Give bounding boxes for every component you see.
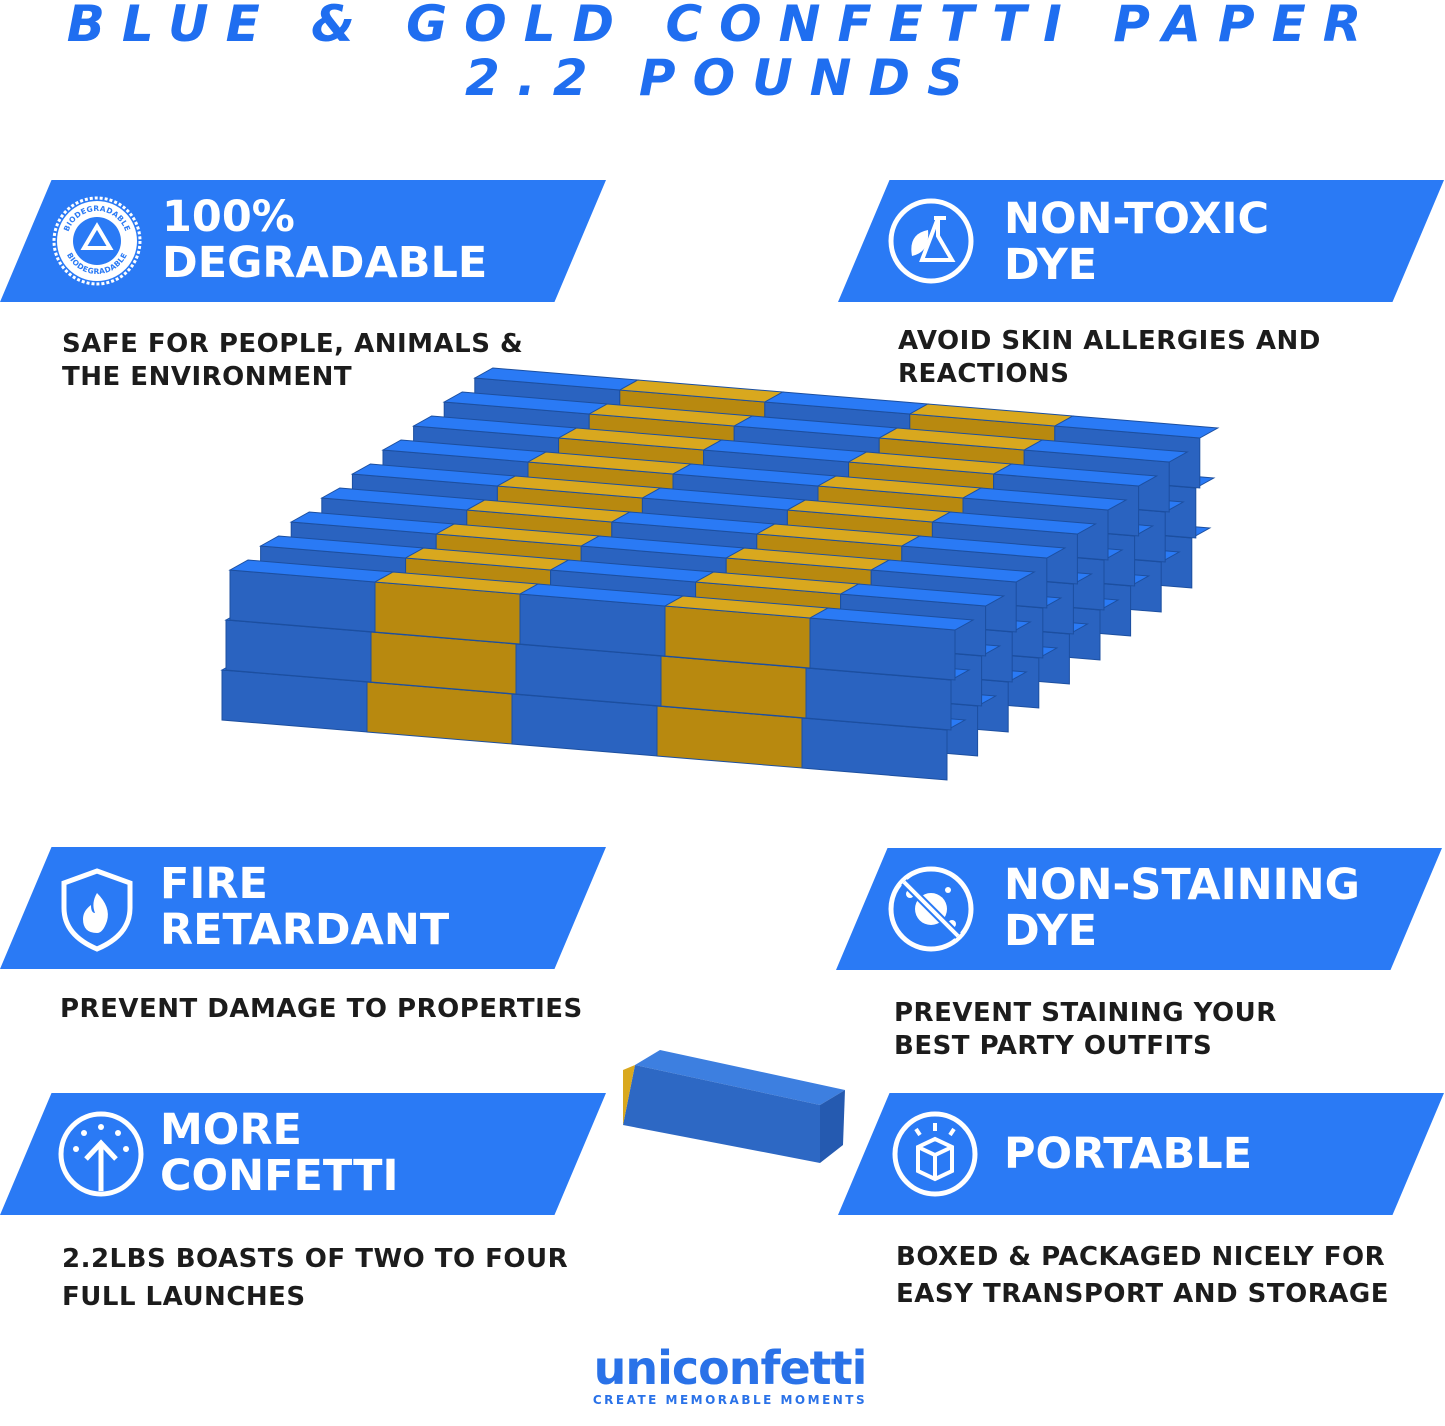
confetti-block-top: [1053, 415, 1220, 439]
single-confetti-pack-image: [623, 1050, 845, 1163]
feature-desc-non-staining: PREVENT STAINING YOUR BEST PARTY OUTFITS: [894, 998, 1277, 1061]
feature-banner-portable: PORTABLE: [838, 1093, 1444, 1215]
confetti-block-top: [930, 511, 1098, 535]
feature-desc-non-toxic: AVOID SKIN ALLERGIES AND REACTIONS: [898, 326, 1321, 389]
confetti-block-top: [991, 463, 1159, 487]
feature-label: NON-TOXIC DYE: [1004, 194, 1270, 290]
confetti-stack-image: [220, 367, 1220, 781]
uniconfetti-logo: uniconfetti CREATE MEMORABLE MOMENTS: [585, 1345, 875, 1407]
feature-banner-non-toxic: NON-TOXIC DYE: [838, 180, 1444, 302]
confetti-block-top: [961, 487, 1128, 511]
leaf-flask-icon: [888, 198, 974, 284]
logo-wordmark: uniconfetti: [593, 1341, 868, 1395]
feature-banner-non-staining: NON-STAINING DYE: [836, 848, 1442, 970]
feature-banner-fire-retardant: FIRE RETARDANT: [0, 847, 606, 969]
confetti-block-top: [808, 607, 975, 631]
feature-label: PORTABLE: [1004, 1129, 1253, 1179]
feature-label: FIRE RETARDANT: [160, 859, 450, 955]
feature-banner-degradable: BIODEGRADABLE BIODEGRADABLE 100% DEGRADAB…: [0, 180, 606, 302]
feature-label: NON-STAINING DYE: [1004, 860, 1360, 956]
box-icon: [892, 1111, 978, 1197]
confetti-block-top: [838, 583, 1006, 607]
no-stain-icon: [888, 866, 974, 952]
biodegradable-seal-icon: BIODEGRADABLE BIODEGRADABLE: [52, 196, 142, 286]
feature-desc-degradable: SAFE FOR PEOPLE, ANIMALS & THE ENVIRONMEN…: [62, 329, 524, 392]
logo-tagline: CREATE MEMORABLE MOMENTS: [592, 1393, 868, 1407]
confetti-block-top: [869, 559, 1036, 583]
feature-label: 100% DEGRADABLE: [162, 192, 488, 288]
feature-desc-more-confetti: 2.2LBS BOASTS OF TWO TO FOUR FULL LAUNCHE…: [62, 1244, 569, 1312]
feature-desc-portable: BOXED & PACKAGED NICELY FOR EASY TRANSPOR…: [896, 1242, 1389, 1309]
feature-banner-more-confetti: MORE CONFETTI: [0, 1093, 606, 1215]
arrow-up-confetti-icon: [58, 1111, 144, 1197]
title-line-2: 2.2 POUNDS: [464, 49, 981, 107]
title-line-1: BLUE & GOLD CONFETTI PAPER: [66, 0, 1379, 53]
confetti-block-top: [900, 535, 1067, 559]
fire-shield-icon: [61, 868, 133, 952]
confetti-block-top: [1022, 439, 1189, 463]
feature-desc-fire-retardant: PREVENT DAMAGE TO PROPERTIES: [60, 994, 583, 1024]
feature-label: MORE CONFETTI: [160, 1105, 399, 1201]
